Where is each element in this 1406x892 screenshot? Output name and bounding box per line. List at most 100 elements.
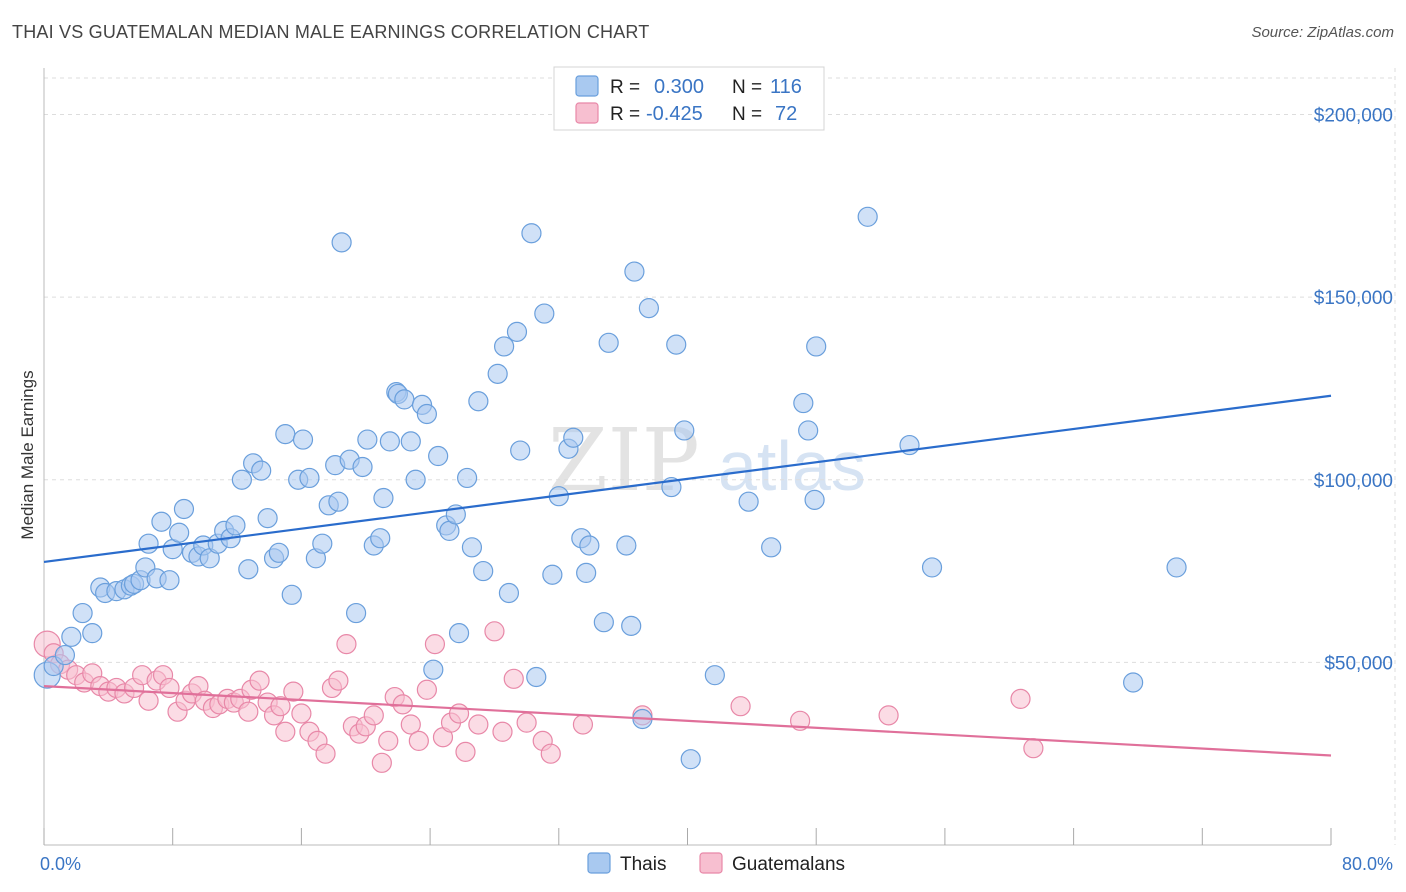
legend-r-label-thais: R = xyxy=(610,77,640,98)
thais-point-68 xyxy=(457,467,478,489)
thais-point-88 xyxy=(598,332,619,353)
guatemalans-point-38 xyxy=(315,743,336,764)
thais-point-101 xyxy=(793,392,814,414)
guatemalans-point-52 xyxy=(416,679,437,700)
x-tick-label-min: 0.0% xyxy=(40,854,81,874)
thais-point-91 xyxy=(624,261,645,282)
thais-point-4 xyxy=(72,602,93,624)
thais-point-89 xyxy=(616,535,637,556)
thais-point-74 xyxy=(498,582,520,604)
legend-n-value-guatemalans: 72 xyxy=(775,103,797,125)
guatemalans-point-35 xyxy=(291,703,312,724)
thais-point-75 xyxy=(506,321,528,342)
guatemalans-point-53 xyxy=(424,634,446,655)
bottom-legend: Thais Guatemalans xyxy=(587,852,845,875)
thais-point-97 xyxy=(680,749,701,770)
guatemalans-point-64 xyxy=(540,743,561,764)
thais-point-45 xyxy=(328,491,349,512)
thais-point-29 xyxy=(231,469,252,490)
thais-point-59 xyxy=(405,469,426,490)
guatemalans-point-71 xyxy=(1023,738,1044,759)
thais-point-54 xyxy=(379,431,400,452)
bottom-legend-swatch-thais xyxy=(587,852,611,874)
thais-point-42 xyxy=(312,533,333,554)
thais-point-28 xyxy=(225,515,246,536)
trend-lines xyxy=(43,394,1332,757)
guatemalans-point-47 xyxy=(378,730,399,752)
guatemalans-point-40 xyxy=(328,670,349,691)
thais-point-57 xyxy=(394,389,415,410)
thais-point-3 xyxy=(61,626,82,647)
thais-point-108 xyxy=(1123,672,1144,693)
thais-point-103 xyxy=(804,489,825,510)
guatemalans-point-13 xyxy=(138,690,159,711)
thais-point-16 xyxy=(151,511,172,532)
thais-point-105 xyxy=(857,206,878,227)
thais-point-36 xyxy=(275,424,296,445)
thais-point-70 xyxy=(468,391,489,412)
thais-point-87 xyxy=(593,612,614,633)
thais-point-2 xyxy=(54,644,76,666)
guatemalans-point-51 xyxy=(408,730,429,752)
legend-r-value-thais: 0.300 xyxy=(654,76,704,98)
thais-point-17 xyxy=(159,570,180,591)
thais-point-63 xyxy=(428,445,449,467)
thais-point-72 xyxy=(487,363,508,384)
guatemalans-point-27 xyxy=(238,701,259,722)
thais-point-85 xyxy=(576,562,597,583)
legend-n-label-guatemalans: N = xyxy=(732,104,762,125)
y-tick-label-0: $50,000 xyxy=(1324,653,1393,674)
thais-point-37 xyxy=(281,584,302,605)
thais-point-96 xyxy=(674,420,695,441)
guatemalans-point-56 xyxy=(448,703,470,724)
guatemalans-point-16 xyxy=(159,677,180,699)
thais-point-71 xyxy=(473,560,494,582)
thais-point-99 xyxy=(738,491,759,512)
guatemalans-point-65 xyxy=(572,714,594,735)
legend-n-label-thais: N = xyxy=(732,77,762,98)
thais-point-49 xyxy=(352,456,373,478)
thais-point-30 xyxy=(238,559,259,580)
thais-point-53 xyxy=(373,487,394,509)
legend-swatch-guatemalans xyxy=(575,102,599,124)
legend-swatch-thais xyxy=(575,75,599,97)
guatemalans-point-33 xyxy=(275,721,296,742)
axes xyxy=(43,68,1332,846)
thais-point-76 xyxy=(510,440,531,461)
y-axis-label: Median Male Earnings xyxy=(18,370,37,539)
guatemalans-point-29 xyxy=(249,670,270,691)
thais-point-33 xyxy=(257,508,278,529)
guatemalans-point-59 xyxy=(484,621,505,642)
thais-point-79 xyxy=(534,303,555,324)
bottom-legend-label-thais: Thais xyxy=(620,854,666,875)
thais-point-100 xyxy=(761,537,782,558)
thais-point-39 xyxy=(292,429,314,450)
thais-point-73 xyxy=(494,336,515,357)
source-credit: Source: ZipAtlas.com xyxy=(1251,24,1394,41)
guatemalans-point-67 xyxy=(730,696,751,717)
legend: R = 0.300 N = 116 R = -0.425 N = 72 xyxy=(553,66,825,131)
thais-point-61 xyxy=(416,403,437,425)
chart-title: THAI VS GUATEMALAN MEDIAN MALE EARNINGS … xyxy=(12,22,650,42)
thais-point-98 xyxy=(704,665,725,686)
thais-point-46 xyxy=(331,232,352,253)
thais-point-102 xyxy=(798,420,819,441)
thais-point-95 xyxy=(666,334,687,355)
y-tick-label-1: $100,000 xyxy=(1314,471,1393,492)
thais-point-48 xyxy=(345,602,367,624)
y-tick-label-3: $200,000 xyxy=(1314,106,1393,127)
guatemalans-points xyxy=(33,621,1044,773)
thais-point-83 xyxy=(563,427,584,448)
thais-point-50 xyxy=(357,429,378,450)
thais-point-78 xyxy=(526,666,547,688)
thais-point-32 xyxy=(251,460,272,481)
thais-point-20 xyxy=(173,498,195,520)
thais-point-107 xyxy=(921,557,943,578)
thais-point-19 xyxy=(169,522,190,543)
guatemalans-point-58 xyxy=(468,714,489,735)
thais-point-35 xyxy=(268,542,289,563)
thais-point-104 xyxy=(806,336,827,357)
thais-trend-line xyxy=(43,394,1332,564)
legend-box xyxy=(553,66,825,131)
